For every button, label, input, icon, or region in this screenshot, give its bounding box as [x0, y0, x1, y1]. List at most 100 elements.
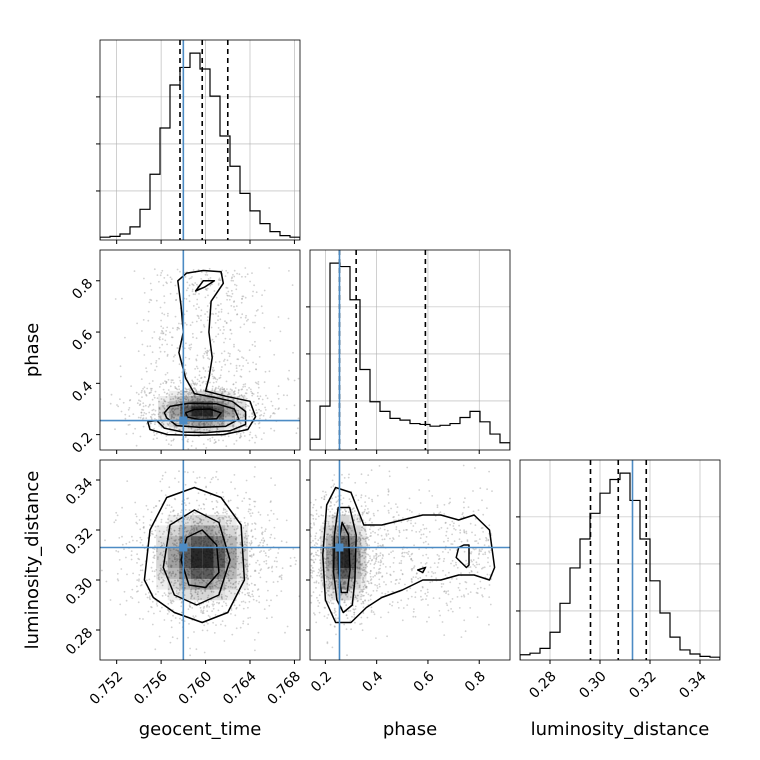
sample-point [215, 540, 218, 542]
sample-point [370, 582, 372, 584]
sample-point [207, 316, 209, 318]
sample-point [211, 610, 214, 612]
sample-point [131, 588, 134, 591]
sample-point [158, 415, 161, 418]
density-cell [191, 411, 203, 417]
sample-point [220, 435, 223, 437]
sample-point [256, 382, 258, 385]
sample-point [260, 410, 262, 412]
sample-point [287, 377, 289, 380]
sample-point [183, 404, 186, 407]
sample-point [314, 537, 317, 540]
sample-point [188, 567, 191, 570]
sample-point [130, 554, 133, 557]
sample-point [158, 407, 161, 410]
sample-point [476, 592, 479, 595]
sample-point [176, 292, 178, 295]
sample-point [127, 424, 130, 426]
density-cell [235, 421, 247, 428]
sample-point [367, 511, 370, 513]
sample-point [466, 539, 469, 541]
sample-point [242, 622, 245, 625]
sample-point [433, 562, 436, 564]
sample-point [183, 539, 186, 541]
sample-point [178, 400, 181, 403]
sample-point [172, 382, 175, 384]
sample-point [351, 545, 353, 548]
sample-point [237, 507, 240, 510]
sample-point [330, 581, 332, 584]
sample-point [138, 558, 141, 561]
sample-point [156, 397, 159, 400]
sample-point [207, 614, 210, 617]
sample-point [228, 567, 231, 569]
sample-point [227, 352, 230, 354]
sample-point [158, 394, 161, 396]
sample-point [368, 548, 371, 550]
sample-point [323, 557, 326, 560]
sample-point [190, 593, 193, 595]
sample-point [230, 535, 233, 538]
sample-point [275, 556, 278, 559]
sample-point [334, 515, 337, 518]
sample-point [140, 378, 143, 380]
sample-point [180, 398, 182, 401]
sample-point [370, 606, 373, 609]
sample-point [216, 401, 219, 404]
sample-point [223, 640, 226, 642]
sample-point [144, 593, 147, 596]
sample-point [263, 432, 265, 434]
sample-point [167, 595, 170, 598]
sample-point [214, 531, 217, 533]
sample-point [353, 608, 356, 611]
density-cell [158, 401, 170, 407]
sample-point [248, 542, 251, 544]
sample-point [348, 473, 350, 476]
sample-point [315, 551, 317, 554]
sample-point [251, 590, 254, 593]
sample-point [244, 425, 247, 427]
sample-point [186, 397, 189, 399]
sample-point [198, 504, 201, 507]
sample-point [407, 519, 410, 522]
sample-point [148, 392, 151, 395]
sample-point [232, 412, 235, 415]
sample-point [169, 511, 172, 513]
sample-point [365, 549, 367, 551]
sample-point [323, 496, 326, 498]
sample-point [161, 544, 164, 547]
density-cell [331, 557, 338, 569]
sample-point [188, 347, 191, 349]
sample-point [403, 555, 405, 558]
sample-point [197, 522, 200, 525]
sample-point [177, 347, 180, 350]
sample-point [485, 536, 487, 539]
sample-point [197, 598, 200, 601]
sample-point [389, 603, 391, 606]
sample-point [420, 595, 422, 598]
sample-point [351, 615, 353, 618]
sample-point [177, 558, 179, 560]
sample-point [204, 350, 207, 353]
density-cell [180, 396, 192, 402]
sample-point [323, 498, 325, 500]
hist-panel-phase [306, 249, 511, 454]
sample-point [174, 413, 177, 416]
sample-point [343, 581, 346, 584]
sample-point [343, 601, 345, 604]
sample-point [478, 563, 481, 566]
sample-point [356, 582, 359, 585]
sample-point [318, 602, 321, 604]
sample-point [362, 612, 365, 614]
sample-point [225, 445, 228, 448]
sample-point [146, 387, 149, 390]
sample-point [206, 274, 209, 276]
sample-point [205, 271, 208, 274]
sample-point [146, 345, 149, 348]
sample-point [203, 398, 206, 401]
sample-point [301, 576, 303, 578]
sample-point [354, 596, 357, 599]
sample-point [171, 533, 173, 536]
sample-point [162, 332, 165, 334]
sample-point [233, 528, 236, 531]
